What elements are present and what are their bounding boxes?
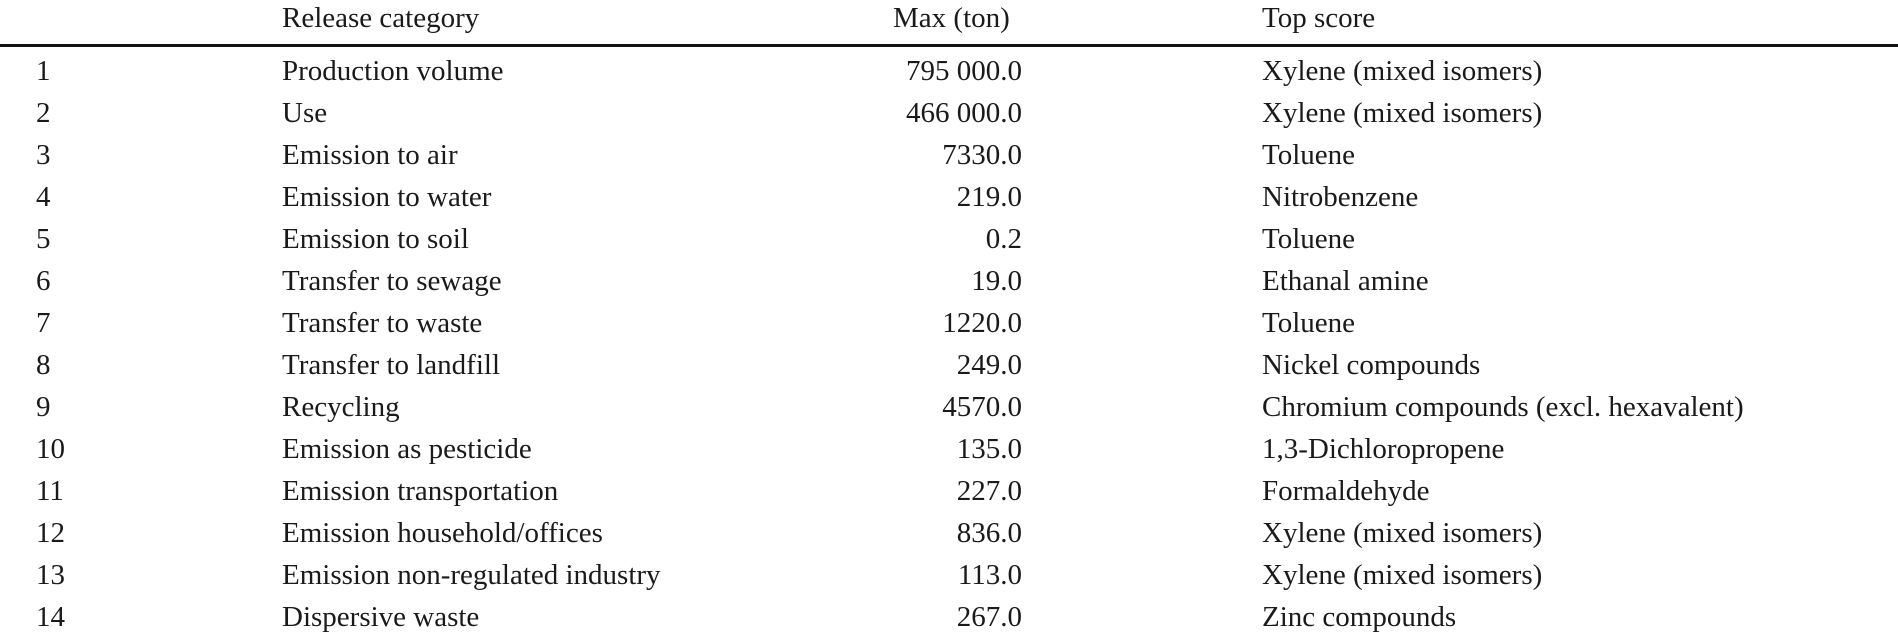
table-row: 14 Dispersive waste 267.0 Zinc compounds bbox=[0, 599, 1898, 641]
row-release-category: Transfer to waste bbox=[282, 307, 483, 339]
header-release-category: Release category bbox=[282, 2, 480, 34]
table-body: 1 Production volume 795 000.0 Xylene (mixed… bbox=[0, 53, 1898, 641]
row-number: 12 bbox=[36, 517, 65, 549]
row-top-score: Toluene bbox=[1262, 139, 1355, 171]
table-header-row: Release category Max (ton) Top score bbox=[0, 0, 1898, 40]
row-max-ton: 0.2 bbox=[985, 223, 1022, 255]
row-number: 3 bbox=[36, 139, 51, 171]
row-top-score: Xylene (mixed isomers) bbox=[1262, 559, 1543, 591]
table-row: 1 Production volume 795 000.0 Xylene (mixed… bbox=[0, 53, 1898, 95]
row-max-ton: 249.0 bbox=[956, 349, 1022, 381]
row-max-ton: 466 000.0 bbox=[906, 97, 1022, 129]
row-release-category: Production volume bbox=[282, 55, 504, 87]
row-max-ton: 19.0 bbox=[971, 265, 1022, 297]
row-top-score: Nickel compounds bbox=[1262, 349, 1481, 381]
row-number: 13 bbox=[36, 559, 65, 591]
row-top-score: Ethanal amine bbox=[1262, 265, 1429, 297]
header-rule bbox=[0, 44, 1898, 47]
row-number: 10 bbox=[36, 433, 65, 465]
header-max-ton: Max (ton) bbox=[893, 2, 1010, 34]
row-max-ton: 795 000.0 bbox=[906, 55, 1022, 87]
table-row: 2 Use 466 000.0 Xylene (mixed isomers) bbox=[0, 95, 1898, 137]
row-number: 4 bbox=[36, 181, 51, 213]
table-row: 12 Emission household/offices 836.0 Xylene … bbox=[0, 515, 1898, 557]
row-top-score: Xylene (mixed isomers) bbox=[1262, 517, 1543, 549]
row-number: 14 bbox=[36, 601, 65, 633]
row-top-score: Formaldehyde bbox=[1262, 475, 1430, 507]
row-max-ton: 135.0 bbox=[956, 433, 1022, 465]
table-row: 8 Transfer to landfill 249.0 Nickel compoun… bbox=[0, 347, 1898, 389]
table-row: 4 Emission to water 219.0 Nitrobenzene bbox=[0, 179, 1898, 221]
row-release-category: Emission to water bbox=[282, 181, 492, 213]
row-number: 11 bbox=[36, 475, 64, 507]
table-row: 7 Transfer to waste 1220.0 Toluene bbox=[0, 305, 1898, 347]
row-number: 5 bbox=[36, 223, 51, 255]
row-max-ton: 113.0 bbox=[957, 559, 1022, 591]
row-top-score: Chromium compounds (excl. hexavalent) bbox=[1262, 391, 1744, 423]
row-max-ton: 1220.0 bbox=[942, 307, 1022, 339]
table-row: 6 Transfer to sewage 19.0 Ethanal amine bbox=[0, 263, 1898, 305]
row-max-ton: 836.0 bbox=[956, 517, 1022, 549]
row-release-category: Recycling bbox=[282, 391, 400, 423]
row-release-category: Emission non-regulated industry bbox=[282, 559, 661, 591]
row-top-score: Toluene bbox=[1262, 307, 1355, 339]
row-release-category: Emission to air bbox=[282, 139, 458, 171]
row-release-category: Dispersive waste bbox=[282, 601, 480, 633]
row-number: 2 bbox=[36, 97, 51, 129]
row-number: 1 bbox=[36, 55, 51, 87]
row-top-score: Toluene bbox=[1262, 223, 1355, 255]
table-row: 10 Emission as pesticide 135.0 1,3-Dichloro… bbox=[0, 431, 1898, 473]
row-top-score: Xylene (mixed isomers) bbox=[1262, 55, 1543, 87]
row-number: 9 bbox=[36, 391, 51, 423]
row-max-ton: 7330.0 bbox=[942, 139, 1022, 171]
table-row: 3 Emission to air 7330.0 Toluene bbox=[0, 137, 1898, 179]
row-release-category: Use bbox=[282, 97, 328, 129]
table-row: 11 Emission transportation 227.0 Formaldehy… bbox=[0, 473, 1898, 515]
table-row: 9 Recycling 4570.0 Chromium compounds (excl… bbox=[0, 389, 1898, 431]
row-max-ton: 219.0 bbox=[956, 181, 1022, 213]
table-row: 5 Emission to soil 0.2 Toluene bbox=[0, 221, 1898, 263]
row-release-category: Emission as pesticide bbox=[282, 433, 532, 465]
row-max-ton: 227.0 bbox=[956, 475, 1022, 507]
row-release-category: Emission household/offices bbox=[282, 517, 603, 549]
row-release-category: Transfer to landfill bbox=[282, 349, 501, 381]
row-max-ton: 267.0 bbox=[956, 601, 1022, 633]
row-release-category: Emission transportation bbox=[282, 475, 559, 507]
row-number: 7 bbox=[36, 307, 51, 339]
row-top-score: Zinc compounds bbox=[1262, 601, 1457, 633]
header-top-score: Top score bbox=[1262, 2, 1376, 34]
row-release-category: Transfer to sewage bbox=[282, 265, 502, 297]
row-number: 6 bbox=[36, 265, 51, 297]
row-top-score: Nitrobenzene bbox=[1262, 181, 1419, 213]
table-row: 13 Emission non-regulated industry 113.0 Xy… bbox=[0, 557, 1898, 599]
row-top-score: Xylene (mixed isomers) bbox=[1262, 97, 1543, 129]
row-number: 8 bbox=[36, 349, 51, 381]
row-max-ton: 4570.0 bbox=[942, 391, 1022, 423]
row-top-score: 1,3-Dichloropropene bbox=[1262, 433, 1505, 465]
row-release-category: Emission to soil bbox=[282, 223, 469, 255]
